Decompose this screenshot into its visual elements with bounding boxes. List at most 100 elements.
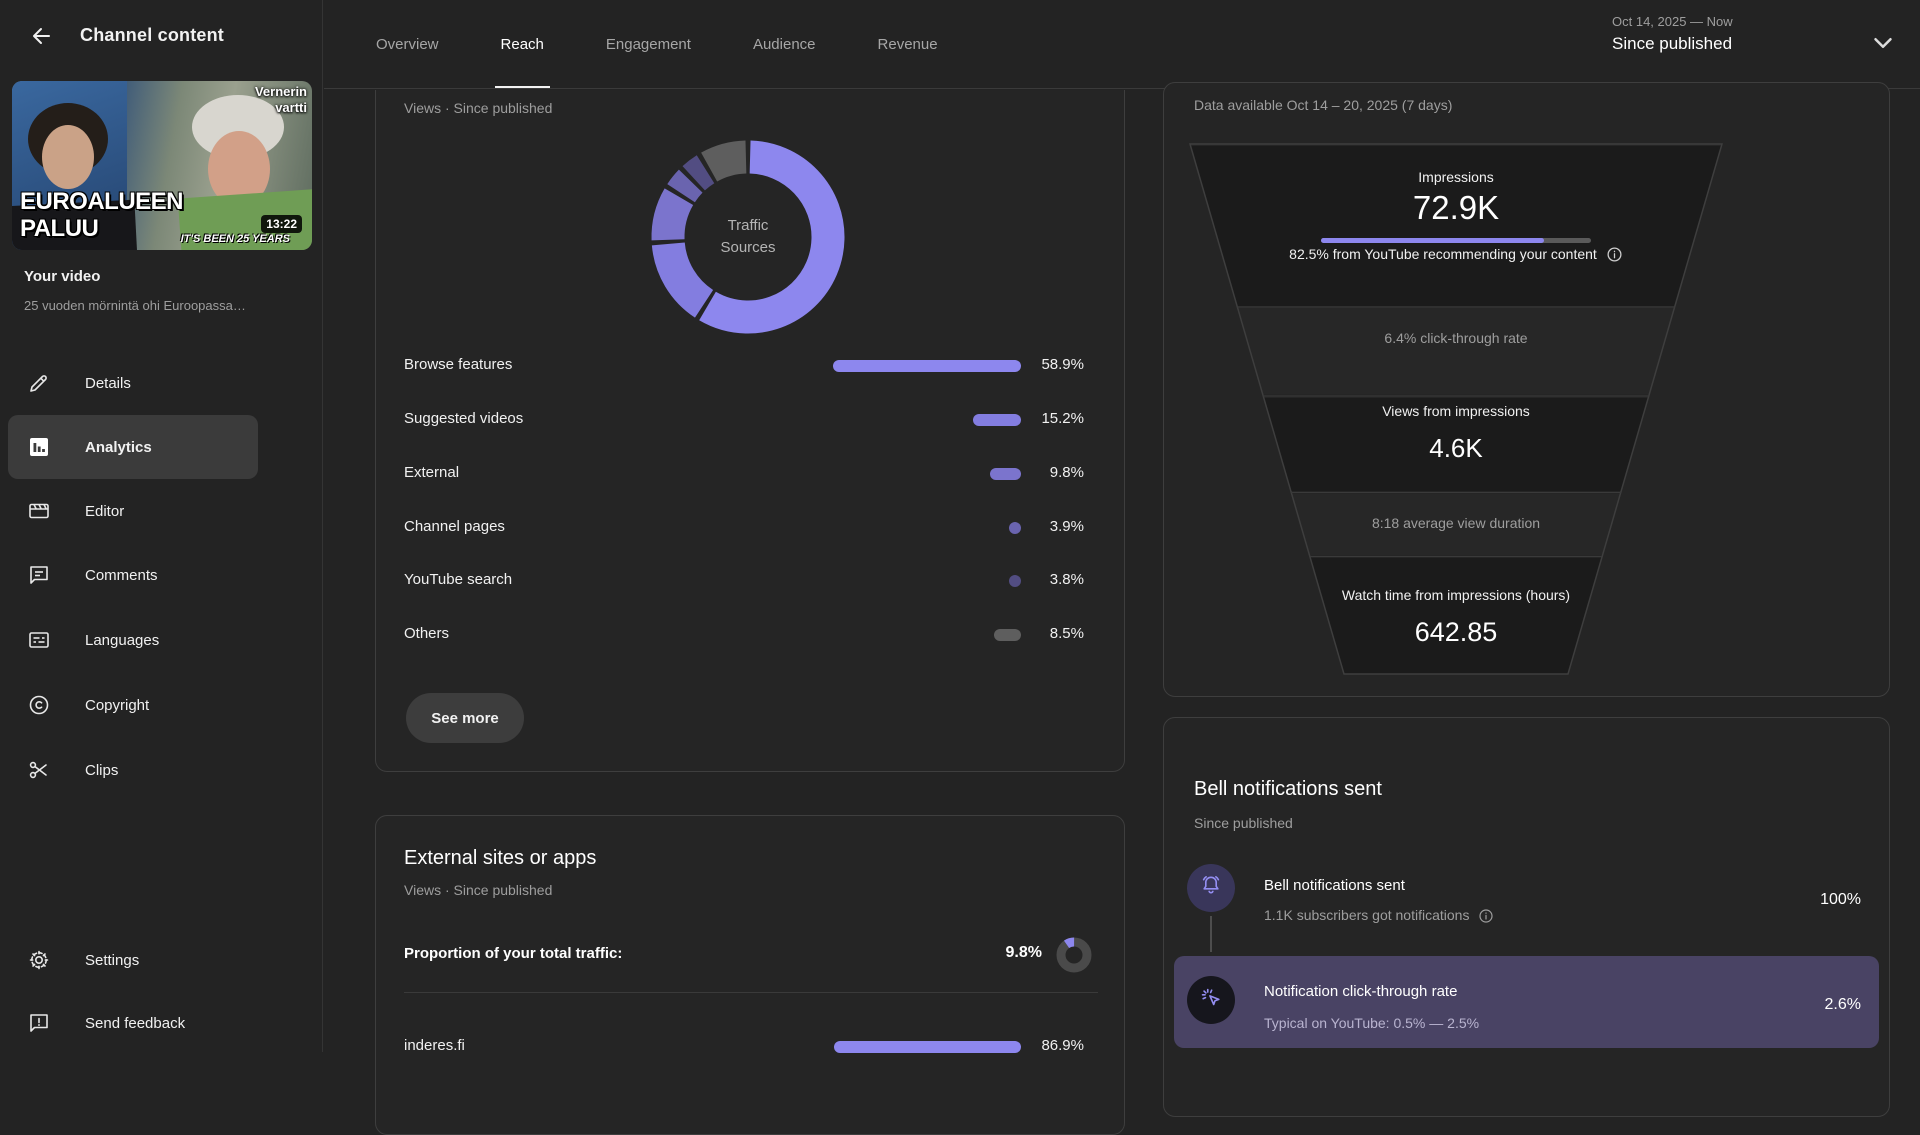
sidebar-item-settings[interactable]: Settings [8,928,258,992]
header-divider [324,88,1920,89]
traffic-source-row: Others 8.5% [376,619,1126,649]
notification-ctr-title: Notification click-through rate [1264,983,1458,1000]
notification-click-avatar [1187,976,1235,1024]
sidebar-item-label: Details [85,374,131,392]
sidebar-item-label: Send feedback [85,1014,186,1032]
video-thumbnail[interactable]: Vernerin vartti EUROALUEEN PALUU IT'S BE… [12,81,312,250]
sidebar-item-label: Copyright [85,696,150,714]
copyright-icon [27,693,51,717]
gear-icon [27,948,51,972]
traffic-source-value: 58.9% [1041,356,1084,373]
traffic-source-label: Others [404,625,450,642]
date-range-selector[interactable]: Oct 14, 2025 — Now Since published [1612,14,1733,54]
thumbnail-caption-text: IT'S BEEN 25 YEARS [180,233,290,245]
bell-row-title: Bell notifications sent [1264,877,1405,894]
traffic-card-subtitle: Views · Since published [404,100,553,116]
watch-time-value: 642.85 [1414,617,1498,647]
sidebar-item-languages[interactable]: Languages [8,608,258,672]
analytics-tabs: Overview Reach Engagement Audience Reven… [376,0,938,89]
sidebar-item-comments[interactable]: Comments [8,543,258,607]
click-through-rate-text: 6.4% click-through rate [1384,330,1528,346]
impressions-label: Impressions [1418,169,1494,185]
thumbnail-title-text: EUROALUEEN PALUU [20,188,184,242]
traffic-source-bar [993,629,1021,641]
traffic-source-value: 3.8% [1049,571,1084,588]
feedback-icon [27,1011,51,1035]
thumbnail-person-left-face [42,125,94,189]
data-availability-note: Data available Oct 14 – 20, 2025 (7 days… [1194,97,1453,113]
notification-click-icon [1198,985,1224,1016]
date-range-mode: Since published [1612,34,1733,53]
back-arrow-icon [30,24,54,53]
tab-engagement[interactable]: Engagement [605,36,691,53]
proportion-mini-donut [1056,937,1092,973]
traffic-source-bar [1008,575,1021,587]
date-range-dates: Oct 14, 2025 — Now [1612,14,1733,29]
tab-reach[interactable]: Reach [494,0,551,89]
external-site-label: inderes.fi [404,1037,465,1054]
recommendation-text: 82.5% from YouTube recommending your con… [1176,246,1736,266]
recommendation-progress-fill [1321,238,1544,243]
info-icon[interactable] [1478,908,1494,927]
page-title: Channel content [80,25,225,45]
chevron-down-icon[interactable] [1868,28,1898,58]
impressions-value: 72.9K [1412,189,1500,226]
sidebar-item-label: Settings [85,951,140,969]
editor-icon [27,499,51,523]
info-icon[interactable] [1606,246,1623,266]
funnel-connector-line [1210,916,1212,952]
video-title: 25 vuoden mörnintä ohi Euroopassa… [24,298,246,313]
traffic-source-bar [989,468,1021,480]
video-duration-badge: 13:22 [261,215,302,233]
sidebar-item-editor[interactable]: Editor [8,479,258,543]
comments-icon [27,563,51,587]
traffic-source-bar [1008,522,1021,534]
impressions-funnel-shape [1189,143,1723,675]
proportion-value: 9.8% [1005,944,1042,961]
tab-revenue[interactable]: Revenue [877,36,938,53]
sidebar-item-details[interactable]: Details [8,351,258,415]
external-card-title: External sites or apps [404,847,597,869]
traffic-source-label: Browse features [404,356,513,373]
bell-avatar [1187,864,1235,912]
sidebar-item-label: Comments [85,566,158,584]
recommendation-progress-bar [1321,238,1591,243]
bell-card-title: Bell notifications sent [1194,778,1382,800]
bell-card-subtitle: Since published [1194,815,1293,831]
views-from-impressions-label: Views from impressions [1382,403,1530,419]
tab-audience[interactable]: Audience [752,36,816,53]
your-video-label: Your video [24,268,101,285]
traffic-source-value: 9.8% [1049,464,1084,481]
clips-scissors-icon [27,758,51,782]
traffic-source-label: External [404,464,460,481]
edit-icon [27,371,51,395]
traffic-source-row: Suggested videos 15.2% [376,404,1126,434]
see-more-button[interactable]: See more [406,693,524,743]
traffic-source-row: Browse features 58.9% [376,350,1126,380]
sidebar-item-analytics[interactable]: Analytics [8,415,258,479]
thumbnail-show-name: Vernerin vartti [254,84,307,115]
sidebar-item-send-feedback[interactable]: Send feedback [8,991,258,1055]
traffic-source-value: 3.9% [1049,518,1084,535]
traffic-source-bar [972,414,1021,426]
external-sites-card: External sites or apps Views · Since pub… [375,815,1125,1135]
sidebar: Channel content Vernerin vartti EUROALUE… [0,0,323,1052]
bell-notifications-card: Bell notifications sent Since published … [1163,717,1890,1117]
traffic-source-label: YouTube search [404,571,513,588]
sidebar-item-label: Languages [85,631,160,649]
tab-overview[interactable]: Overview [376,36,439,53]
bell-row-value: 100% [1820,891,1861,908]
divider [404,992,1098,993]
back-button[interactable] [26,22,58,54]
traffic-source-label: Channel pages [404,518,505,535]
languages-icon [27,628,51,652]
traffic-source-value: 15.2% [1041,410,1084,427]
sidebar-item-copyright[interactable]: Copyright [8,673,258,737]
sidebar-item-clips[interactable]: Clips [8,738,258,802]
views-from-impressions-value: 4.6K [1429,433,1483,463]
impressions-funnel-card: Data available Oct 14 – 20, 2025 (7 days… [1163,82,1890,697]
sidebar-item-label: Editor [85,502,125,520]
traffic-source-value: 8.5% [1049,625,1084,642]
sidebar-item-label: Clips [85,761,119,779]
traffic-source-bar [833,360,1021,372]
